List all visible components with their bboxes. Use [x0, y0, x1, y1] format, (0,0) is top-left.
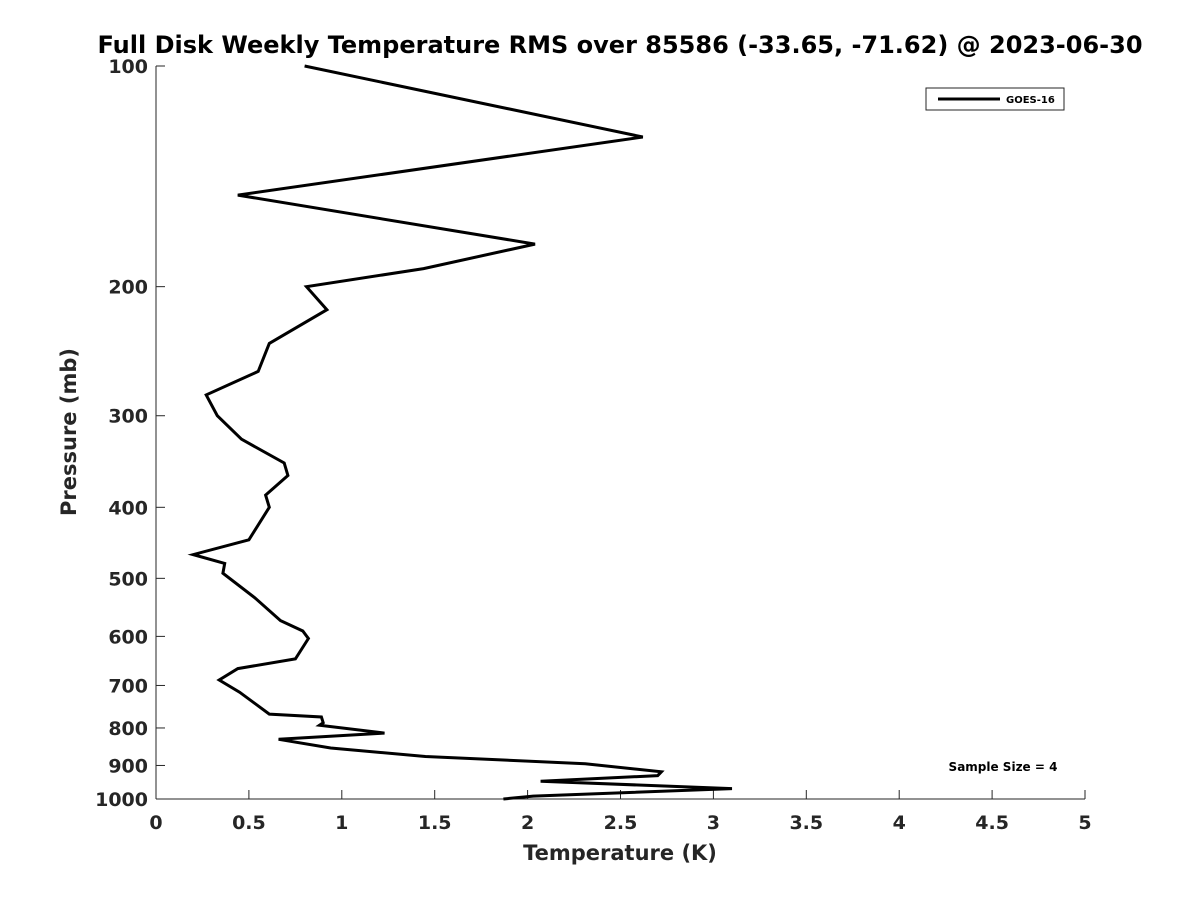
- x-tick-label: 4: [893, 812, 906, 834]
- x-axis-ticks: 0 0.5 1 1.5 2 2.5 3 3.5 4 4.5 5: [149, 790, 1092, 834]
- x-tick-label: 0: [149, 812, 162, 834]
- plot-area: [156, 66, 1085, 799]
- y-tick-label: 100: [108, 56, 148, 78]
- y-tick-label: 700: [108, 675, 148, 697]
- y-tick-label: 500: [108, 568, 148, 590]
- x-tick-label: 1: [335, 812, 348, 834]
- series-layer: [187, 64, 733, 801]
- x-tick-label: 0.5: [232, 812, 266, 834]
- x-axis-label: Temperature (K): [523, 841, 717, 865]
- y-tick-label: 300: [108, 406, 148, 428]
- y-tick-label: 200: [108, 277, 148, 299]
- y-tick-label: 600: [108, 626, 148, 648]
- y-tick-label: 800: [108, 718, 148, 740]
- x-tick-label: 3: [707, 812, 720, 834]
- y-tick-label: 1000: [95, 789, 148, 811]
- chart-title: Full Disk Weekly Temperature RMS over 85…: [97, 31, 1142, 59]
- y-tick-label: 900: [108, 755, 148, 777]
- legend: GOES-16: [925, 87, 1065, 111]
- x-tick-label: 4.5: [975, 812, 1009, 834]
- y-tick-label: 400: [108, 497, 148, 519]
- x-tick-label: 5: [1078, 812, 1091, 834]
- legend-label: GOES-16: [1006, 95, 1055, 106]
- series-line-goes-16: [187, 64, 733, 801]
- x-tick-label: 2.5: [604, 812, 638, 834]
- x-tick-label: 3.5: [789, 812, 823, 834]
- sample-size-annotation: Sample Size = 4: [949, 760, 1058, 774]
- y-axis-ticks: 100 200 300 400 500 600 700 800 900 1000: [95, 56, 165, 811]
- x-tick-label: 1.5: [418, 812, 452, 834]
- x-tick-label: 2: [521, 812, 534, 834]
- y-axis-label: Pressure (mb): [57, 348, 81, 516]
